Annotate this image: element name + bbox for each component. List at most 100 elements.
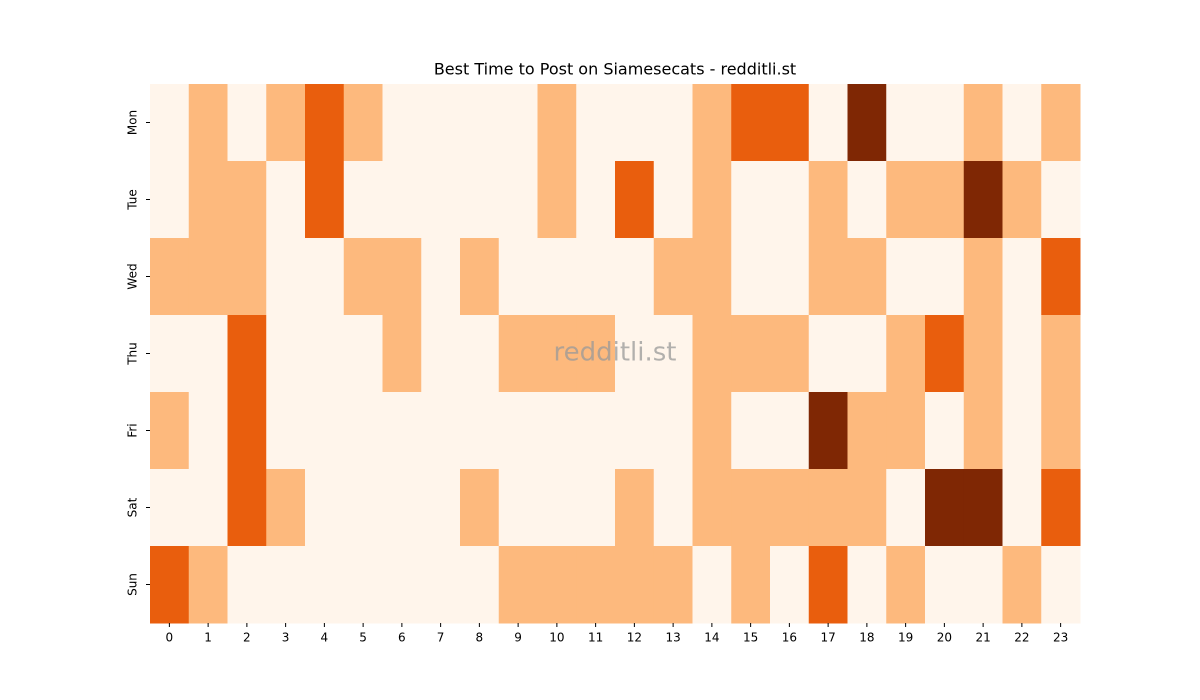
heat-cell bbox=[615, 315, 655, 393]
heat-cell bbox=[1041, 238, 1081, 316]
x-tick-label: 13 bbox=[665, 631, 680, 645]
heat-cell bbox=[266, 392, 306, 470]
heat-cell bbox=[266, 161, 306, 239]
x-tick-label: 23 bbox=[1053, 631, 1068, 645]
heat-cell bbox=[537, 469, 577, 547]
heat-cell bbox=[188, 238, 228, 316]
heat-cell bbox=[808, 84, 848, 162]
heat-cell bbox=[266, 469, 306, 547]
heat-cell bbox=[576, 546, 616, 624]
x-tick-label: 9 bbox=[514, 631, 522, 645]
x-tick-label: 3 bbox=[282, 631, 290, 645]
heat-cell bbox=[847, 238, 887, 316]
y-tick-label: Sat bbox=[126, 497, 140, 517]
heat-cell bbox=[847, 161, 887, 239]
x-tick-label: 5 bbox=[359, 631, 367, 645]
heat-cell bbox=[1041, 84, 1081, 162]
heat-cell bbox=[692, 315, 732, 393]
x-tick-label: 20 bbox=[937, 631, 952, 645]
heat-cell bbox=[537, 161, 577, 239]
heat-cell bbox=[615, 161, 655, 239]
heat-cell bbox=[227, 469, 267, 547]
heat-cell bbox=[731, 469, 771, 547]
heat-cell bbox=[808, 238, 848, 316]
heat-cell bbox=[1002, 84, 1042, 162]
heat-cell bbox=[305, 84, 345, 162]
heat-cell bbox=[343, 392, 383, 470]
heat-cell bbox=[305, 392, 345, 470]
x-tick-label: 7 bbox=[437, 631, 445, 645]
heat-cell bbox=[770, 469, 810, 547]
heat-cell bbox=[266, 84, 306, 162]
heat-cell bbox=[886, 546, 926, 624]
heat-cell bbox=[925, 546, 965, 624]
heat-cell bbox=[537, 238, 577, 316]
heat-cell bbox=[808, 392, 848, 470]
heat-cell bbox=[1002, 315, 1042, 393]
heat-cell bbox=[886, 392, 926, 470]
x-tick-label: 4 bbox=[321, 631, 329, 645]
heat-cell bbox=[150, 161, 190, 239]
heat-cell bbox=[382, 546, 422, 624]
heat-cell bbox=[188, 546, 228, 624]
heat-cell bbox=[653, 84, 693, 162]
x-tick-label: 16 bbox=[782, 631, 797, 645]
heat-cell bbox=[460, 161, 500, 239]
heat-cell bbox=[498, 238, 538, 316]
x-tick-label: 0 bbox=[166, 631, 174, 645]
heat-cell bbox=[421, 161, 461, 239]
heat-cell bbox=[731, 392, 771, 470]
heat-cell bbox=[227, 315, 267, 393]
heat-cell bbox=[576, 392, 616, 470]
heat-cell bbox=[227, 84, 267, 162]
heat-cell bbox=[150, 546, 190, 624]
heat-cell bbox=[1002, 546, 1042, 624]
heat-cell bbox=[653, 392, 693, 470]
heat-cell bbox=[925, 238, 965, 316]
heat-cell bbox=[460, 238, 500, 316]
heat-cell bbox=[925, 315, 965, 393]
heat-cell bbox=[770, 238, 810, 316]
heat-cell bbox=[615, 392, 655, 470]
heat-cell bbox=[188, 392, 228, 470]
heat-cell bbox=[1002, 238, 1042, 316]
heat-cell bbox=[421, 469, 461, 547]
heat-cell bbox=[498, 315, 538, 393]
heat-cell bbox=[692, 84, 732, 162]
heat-cell bbox=[847, 315, 887, 393]
heat-cell bbox=[266, 546, 306, 624]
x-tick-label: 12 bbox=[627, 631, 642, 645]
heat-cell bbox=[615, 238, 655, 316]
heat-cell bbox=[692, 392, 732, 470]
x-tick-label: 18 bbox=[859, 631, 874, 645]
heat-cell bbox=[266, 238, 306, 316]
heat-cell bbox=[343, 315, 383, 393]
heat-cell bbox=[847, 546, 887, 624]
heat-cell bbox=[847, 84, 887, 162]
heat-cell bbox=[692, 469, 732, 547]
heat-cell bbox=[615, 546, 655, 624]
heat-cell bbox=[343, 469, 383, 547]
heat-cell bbox=[653, 469, 693, 547]
heat-cell bbox=[576, 84, 616, 162]
x-tick-label: 8 bbox=[476, 631, 484, 645]
heat-cell bbox=[382, 238, 422, 316]
heat-cell bbox=[343, 238, 383, 316]
heat-cell bbox=[1002, 161, 1042, 239]
heat-cell bbox=[886, 315, 926, 393]
heat-cell bbox=[188, 161, 228, 239]
heat-cell bbox=[615, 469, 655, 547]
heat-cell bbox=[770, 315, 810, 393]
heat-cell bbox=[188, 315, 228, 393]
y-tick-label: Thu bbox=[126, 342, 140, 366]
y-tick-label: Mon bbox=[126, 110, 140, 135]
y-tick-label: Wed bbox=[126, 263, 140, 289]
heat-cell bbox=[421, 392, 461, 470]
heat-cell bbox=[421, 238, 461, 316]
x-tick-label: 2 bbox=[243, 631, 251, 645]
x-tick-label: 1 bbox=[204, 631, 212, 645]
heat-cell bbox=[227, 161, 267, 239]
heat-cell bbox=[305, 315, 345, 393]
heat-cell bbox=[886, 238, 926, 316]
